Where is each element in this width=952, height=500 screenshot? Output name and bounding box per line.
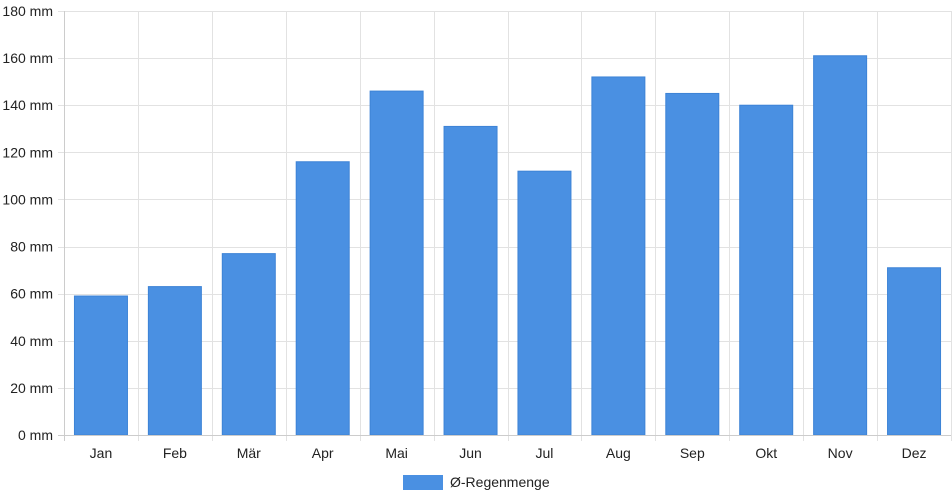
x-tick-label: Jul (536, 445, 554, 461)
y-tick-label: 80 mm (10, 239, 53, 255)
x-tick-label: Okt (755, 445, 777, 461)
bar-okt[interactable] (739, 104, 794, 436)
y-tick-label: 0 mm (18, 427, 53, 443)
x-tick-label: Dez (902, 445, 927, 461)
x-tick-label: Feb (163, 445, 187, 461)
bar-series (73, 55, 942, 436)
bar-feb[interactable] (147, 286, 202, 436)
bar-mai[interactable] (369, 90, 424, 436)
bar-jun[interactable] (443, 125, 498, 436)
x-tick-label: Aug (606, 445, 631, 461)
y-tick-label: 160 mm (2, 50, 53, 66)
y-tick-label: 100 mm (2, 191, 53, 207)
x-tick-label: Jun (459, 445, 482, 461)
x-tick-label: Sep (680, 445, 705, 461)
bar-nov[interactable] (813, 55, 868, 436)
x-tick-label: Jan (90, 445, 113, 461)
bar-jul[interactable] (517, 170, 572, 436)
y-tick-label: 120 mm (2, 144, 53, 160)
y-tick-label: 60 mm (10, 286, 53, 302)
bar-sep[interactable] (665, 92, 720, 436)
axes (58, 11, 951, 441)
x-tick-label: Mai (385, 445, 408, 461)
y-tick-label: 140 mm (2, 97, 53, 113)
x-tick-label: Mär (237, 445, 261, 461)
y-tick-label: 180 mm (2, 3, 53, 19)
x-tick-label: Apr (312, 445, 334, 461)
bar-jan[interactable] (73, 295, 128, 436)
x-tick-label: Nov (828, 445, 853, 461)
legend[interactable]: Ø-Regenmenge (403, 474, 550, 490)
bar-mär[interactable] (221, 253, 276, 436)
legend-swatch[interactable] (403, 475, 443, 490)
y-tick-label: 40 mm (10, 333, 53, 349)
x-axis-ticks: Jan Feb Mär Apr Mai Jun Jul Aug Sep Okt Nov Dez (90, 445, 927, 461)
y-axis-ticks: 0 mm 20 mm 40 mm 60 mm 80 mm 100 mm 120 mm 140 … (2, 3, 53, 443)
bar-aug[interactable] (591, 76, 646, 436)
bar-dez[interactable] (887, 267, 942, 436)
legend-label[interactable]: Ø-Regenmenge (450, 474, 550, 490)
bar-apr[interactable] (295, 161, 350, 436)
y-tick-label: 20 mm (10, 380, 53, 396)
